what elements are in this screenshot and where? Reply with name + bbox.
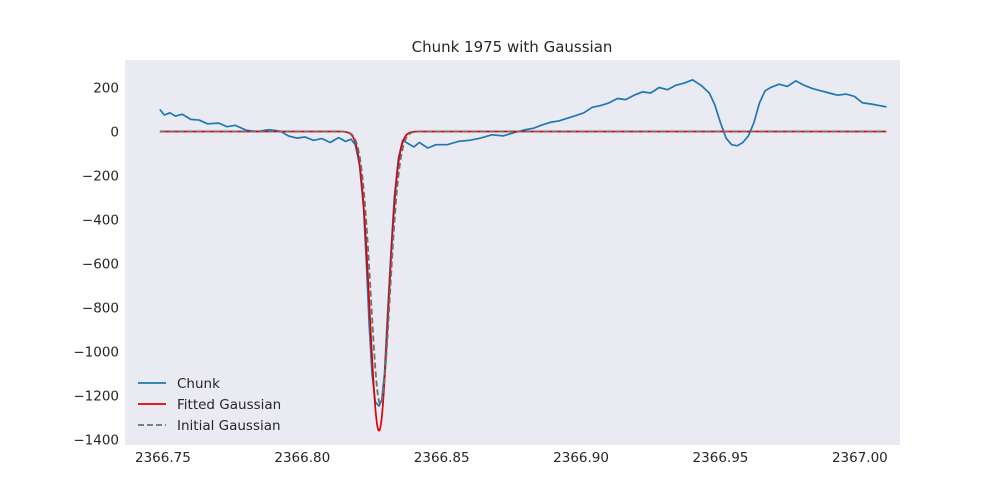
y-tick-label: −1200: [73, 389, 119, 405]
x-axis: 2366.75 2366.80 2366.85 2366.90 2366.95 2367.…: [135, 450, 888, 466]
y-tick-label: −1000: [73, 345, 119, 361]
x-tick-label: 2366.85: [414, 450, 470, 466]
chart-title: Chunk 1975 with Gaussian: [412, 38, 613, 56]
legend-label: Chunk: [177, 376, 220, 392]
y-tick-label: −1400: [73, 433, 119, 449]
y-tick-label: −400: [82, 213, 119, 229]
series-line-chunk: [159, 78, 887, 407]
series-layer: [159, 78, 887, 432]
x-tick-label: 2366.75: [135, 450, 191, 466]
y-tick-label: 0: [110, 125, 119, 141]
x-tick-label: 2367.00: [832, 450, 888, 466]
y-tick-label: −800: [82, 301, 119, 317]
y-tick-label: −200: [82, 169, 119, 185]
y-axis: 200 0 −200 −400 −600 −800 −1000 −1200 −1400: [73, 81, 119, 449]
legend-label: Fitted Gaussian: [177, 397, 281, 413]
y-tick-label: 200: [93, 81, 119, 97]
legend-label: Initial Gaussian: [177, 418, 281, 434]
y-tick-label: −600: [82, 257, 119, 273]
plot-area: [125, 60, 900, 445]
x-tick-label: 2366.80: [274, 450, 330, 466]
series-line-initial-gaussian: [159, 130, 887, 406]
x-tick-label: 2366.95: [693, 450, 749, 466]
x-tick-label: 2366.90: [553, 450, 609, 466]
legend: Chunk Fitted Gaussian Initial Gaussian: [138, 376, 281, 434]
